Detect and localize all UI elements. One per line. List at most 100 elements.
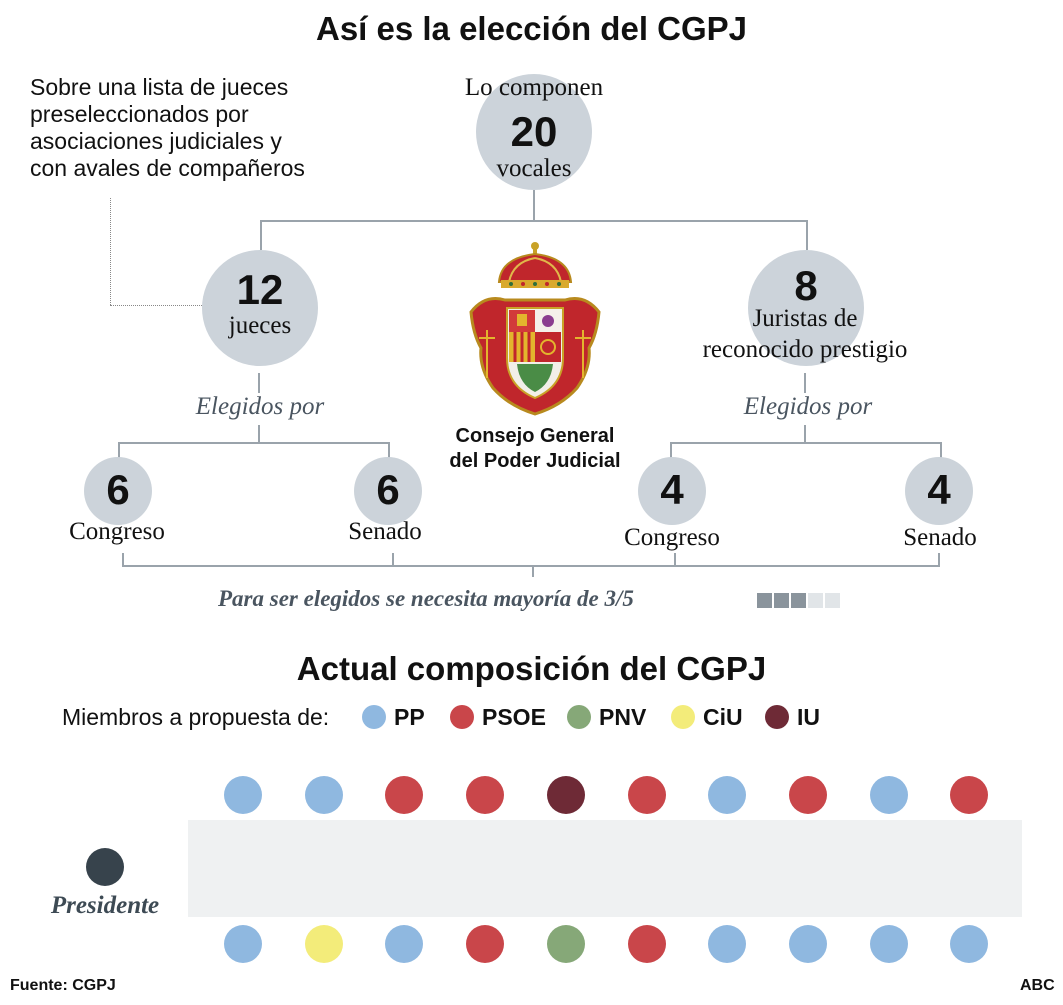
member-seat-pp bbox=[708, 776, 747, 814]
majority-square-filled bbox=[757, 593, 772, 608]
legend-dot-ciu bbox=[671, 705, 695, 729]
connector bbox=[392, 553, 394, 567]
legend-name-pnv: PNV bbox=[599, 704, 647, 730]
connector bbox=[670, 442, 942, 444]
member-seat-psoe bbox=[466, 776, 505, 814]
member-seat-pp bbox=[869, 925, 908, 963]
connector bbox=[938, 553, 940, 567]
member-seat-psoe bbox=[627, 776, 666, 814]
composition-title: Actual composición del CGPJ bbox=[296, 650, 767, 687]
cgpj-emblem-icon bbox=[469, 242, 601, 416]
member-seat-pp bbox=[708, 925, 747, 963]
connector bbox=[260, 220, 808, 222]
jurists-label-line2: reconocido prestigio bbox=[702, 336, 908, 363]
jurists-elected-by: Elegidos por bbox=[743, 393, 873, 420]
jurists-congreso-number: 4 bbox=[660, 466, 684, 513]
total-top-label: Lo componen bbox=[464, 74, 604, 101]
president-seat bbox=[86, 848, 124, 886]
member-seat-ciu bbox=[304, 925, 343, 963]
member-seat-pnv bbox=[546, 925, 585, 963]
member-seat-psoe bbox=[627, 925, 666, 963]
member-seat-pp bbox=[950, 925, 989, 963]
member-seat-pp bbox=[304, 776, 343, 814]
president-label: Presidente bbox=[50, 892, 160, 919]
connector bbox=[940, 442, 942, 460]
majority-square-empty bbox=[808, 593, 823, 608]
majority-text: Para ser elegidos se necesita mayoría de… bbox=[218, 586, 634, 611]
emblem-caption-line2: del Poder Judicial bbox=[449, 450, 621, 472]
member-seat-pp bbox=[869, 776, 908, 814]
jurists-senado-label: Senado bbox=[903, 524, 977, 551]
majority-bracket bbox=[122, 565, 940, 567]
intro-note-line: preseleccionados por bbox=[30, 101, 249, 127]
judges-senado-number: 6 bbox=[376, 466, 400, 513]
legend-item-pp: PP bbox=[362, 704, 425, 731]
total-circle bbox=[476, 74, 592, 190]
member-seat-pp bbox=[224, 776, 262, 814]
judges-senado-label: Senado bbox=[348, 518, 422, 545]
credit: ABC bbox=[1020, 977, 1055, 994]
member-seat-psoe bbox=[466, 925, 505, 963]
table-band bbox=[188, 820, 1022, 917]
note-leader-vertical bbox=[110, 198, 111, 305]
jurists-number: 8 bbox=[794, 262, 818, 309]
connector bbox=[118, 442, 120, 460]
note-leader-horizontal bbox=[110, 305, 204, 306]
jurists-circle bbox=[748, 250, 864, 366]
member-seat-pp bbox=[385, 925, 424, 963]
member-seat-psoe bbox=[385, 776, 424, 814]
member-seat-pp bbox=[224, 925, 262, 963]
jurists-congreso-label: Congreso bbox=[624, 524, 720, 551]
emblem-caption-line1: Consejo General bbox=[455, 425, 615, 447]
intro-note-line: con avales de compañeros bbox=[30, 155, 305, 181]
legend-label: Miembros a propuesta de: bbox=[62, 704, 330, 730]
legend-dot-psoe bbox=[450, 705, 474, 729]
judges-congreso-number: 6 bbox=[106, 466, 130, 513]
connector bbox=[532, 565, 534, 577]
emblem-caption: Consejo General del Poder Judicial bbox=[440, 424, 630, 474]
connector bbox=[260, 220, 262, 250]
connector bbox=[674, 553, 676, 567]
legend-dot-pp bbox=[362, 705, 386, 729]
jurists-senado-circle bbox=[905, 457, 973, 525]
connector bbox=[122, 553, 124, 567]
judges-label: jueces bbox=[228, 312, 292, 339]
member-seat-iu bbox=[546, 776, 585, 814]
connector bbox=[118, 442, 390, 444]
judges-congreso-label: Congreso bbox=[69, 518, 165, 545]
intro-note: Sobre una lista de jueces preseleccionad… bbox=[30, 74, 305, 182]
connector bbox=[804, 373, 806, 393]
jurists-label-line1: Juristas de bbox=[752, 305, 858, 332]
total-number: 20 bbox=[510, 108, 558, 155]
majority-square-filled bbox=[791, 593, 806, 608]
member-seat-pp bbox=[788, 925, 827, 963]
total-bottom-label: vocales bbox=[496, 155, 572, 182]
member-seat-psoe bbox=[788, 776, 827, 814]
judges-congreso-circle bbox=[84, 457, 152, 525]
jurists-congreso-circle bbox=[638, 457, 706, 525]
judges-senado-circle bbox=[354, 457, 422, 525]
legend-name-ciu: CiU bbox=[703, 704, 743, 730]
majority-square-empty bbox=[825, 593, 840, 608]
legend-name-psoe: PSOE bbox=[482, 704, 546, 730]
judges-elected-by: Elegidos por bbox=[195, 393, 325, 420]
legend-dot-iu bbox=[765, 705, 789, 729]
connector bbox=[258, 373, 260, 393]
connector bbox=[806, 220, 808, 250]
connector bbox=[533, 190, 535, 221]
connector bbox=[804, 425, 806, 443]
legend-item-psoe: PSOE bbox=[450, 704, 546, 731]
judges-number: 12 bbox=[236, 266, 284, 313]
legend-name-pp: PP bbox=[394, 704, 425, 730]
legend-item-pnv: PNV bbox=[567, 704, 646, 731]
main-title: Así es la elección del CGPJ bbox=[315, 10, 748, 47]
connector bbox=[670, 442, 672, 460]
intro-note-line: asociaciones judiciales y bbox=[30, 128, 282, 154]
legend-name-iu: IU bbox=[797, 704, 820, 730]
legend-item-ciu: CiU bbox=[671, 704, 743, 731]
connector bbox=[388, 442, 390, 460]
legend-item-iu: IU bbox=[765, 704, 820, 731]
intro-note-line: Sobre una lista de jueces bbox=[30, 74, 289, 100]
jurists-senado-number: 4 bbox=[927, 466, 951, 513]
judges-circle bbox=[202, 250, 318, 366]
